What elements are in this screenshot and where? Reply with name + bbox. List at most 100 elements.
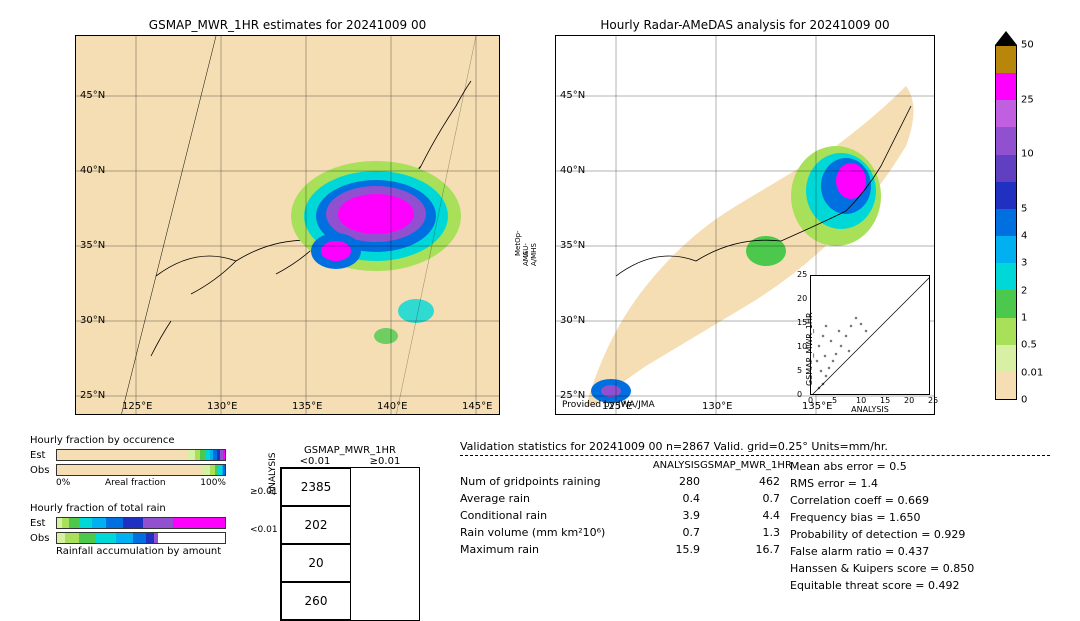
stat-v1: 15.9 (630, 543, 700, 556)
bar-segment (57, 533, 65, 543)
xtick: 125°E (122, 401, 152, 412)
ct-cell-11: 260 (281, 582, 351, 620)
colorbar-swatch (996, 236, 1016, 263)
bar-row-label: Obs (30, 465, 56, 476)
bar-row-label: Obs (30, 533, 56, 544)
bar-row: Est (30, 448, 226, 462)
map-right-title: Hourly Radar-AMeDAS analysis for 2024100… (556, 18, 934, 32)
ytick: 25°N (560, 390, 585, 401)
stats-hdr-2: GSMAP_MWR_1HR (700, 460, 780, 471)
bar-segment (154, 533, 157, 543)
occ-axis-0: 0% (56, 478, 70, 488)
metric-row: RMS error = 1.4 (790, 477, 1050, 490)
ytick: 40°N (80, 165, 105, 176)
bar-row-label: Est (30, 518, 56, 529)
colorbar-tick: 4 (1021, 231, 1027, 242)
validation-stats: Validation statistics for 20241009 00 n=… (460, 440, 1060, 596)
bar-segment (146, 533, 154, 543)
ytick: 45°N (80, 90, 105, 101)
occ-axis-1: Areal fraction (105, 478, 166, 488)
ct-col-1: ≥0.01 (350, 456, 420, 467)
stat-v2: 1.3 (700, 526, 780, 539)
bar-segment (65, 533, 78, 543)
colorbar-swatch (996, 345, 1016, 372)
stat-v1: 0.7 (630, 526, 700, 539)
colorbar-tick: 0.01 (1021, 367, 1043, 378)
bar-segment (92, 518, 105, 528)
colorbar-tick: 5 (1021, 203, 1027, 214)
stats-divider (460, 455, 1050, 456)
bar-segment (173, 518, 225, 528)
stat-v2: 16.7 (700, 543, 780, 556)
scatter-xtick: 0 (808, 396, 813, 405)
bar (56, 532, 226, 544)
bar-segment (57, 450, 188, 460)
stat-label: Num of gridpoints raining (460, 475, 630, 488)
bar-segment (223, 465, 225, 475)
colorbar-swatch (996, 290, 1016, 317)
metric-row: Hanssen & Kuipers score = 0.850 (790, 562, 1050, 575)
stats-hdr-1: ANALYSIS (630, 460, 700, 471)
stat-row: Maximum rain15.916.7 (460, 543, 790, 556)
bar-segment (96, 533, 116, 543)
bar-row-label: Est (30, 450, 56, 461)
bar-row: Est (30, 516, 226, 530)
ytick: 35°N (560, 240, 585, 251)
stat-v1: 280 (630, 475, 700, 488)
map-left-svg (76, 36, 499, 414)
ytick: 30°N (560, 315, 585, 326)
scatter-xtick: 25 (928, 396, 938, 405)
bar-segment (69, 518, 79, 528)
xtick: 125°E (602, 401, 632, 412)
xtick: 145°E (462, 401, 492, 412)
stat-label: Rain volume (mm km²10⁶) (460, 526, 630, 539)
scatter-xtick: 20 (904, 396, 914, 405)
occ-title: Hourly fraction by occurence (30, 435, 226, 446)
ct-col-0: <0.01 (280, 456, 350, 467)
scatter-ytick: 20 (797, 294, 807, 303)
bar-segment (133, 533, 146, 543)
scatter-xlabel: ANALYSIS (811, 405, 929, 414)
ytick: 45°N (560, 90, 585, 101)
map-left: GSMAP_MWR_1HR estimates for 20241009 00 … (75, 35, 500, 415)
colorbar-tick: 25 (1021, 94, 1034, 105)
bar-row: Obs (30, 531, 226, 545)
xtick: 130°E (702, 401, 732, 412)
colorbar-swatch (996, 46, 1016, 73)
bar-segment (79, 518, 92, 528)
metric-row: Frequency bias = 1.650 (790, 511, 1050, 524)
tr-footer: Rainfall accumulation by amount (56, 546, 226, 557)
bar-segment (57, 465, 201, 475)
stats-title: Validation statistics for 20241009 00 n=… (460, 440, 1060, 453)
stat-v1: 3.9 (630, 509, 700, 522)
colorbar-tick: 50 (1021, 40, 1034, 51)
occurrence-bars: Hourly fraction by occurence Est Obs 0% A… (30, 435, 226, 488)
bar-segment (188, 450, 195, 460)
stat-v1: 0.4 (630, 492, 700, 505)
scatter-xtick: 5 (832, 396, 837, 405)
contingency-table: GSMAP_MWR_1HR <0.01 ≥0.01 2385 202 20 26… (280, 445, 420, 621)
scatter-ytick: 15 (797, 318, 807, 327)
scatter-ytick: 5 (797, 366, 802, 375)
stat-v2: 462 (700, 475, 780, 488)
metric-row: Correlation coeff = 0.669 (790, 494, 1050, 507)
colorbar-tick: 0 (1021, 395, 1027, 406)
scatter-svg (811, 276, 929, 394)
colorbar-swatch (996, 209, 1016, 236)
colorbar-tick: 0.5 (1021, 340, 1037, 351)
colorbar-swatch (996, 372, 1016, 399)
colorbar (995, 45, 1017, 400)
metric-row: Equitable threat score = 0.492 (790, 579, 1050, 592)
bar-segment (143, 518, 173, 528)
swath-label-2: AMSU-A/MHS (522, 243, 538, 266)
ct-cell-10: 20 (281, 544, 351, 582)
colorbar-tick: 10 (1021, 149, 1034, 160)
bar-segment (62, 518, 69, 528)
colorbar-swatch (996, 318, 1016, 345)
xtick: 135°E (292, 401, 322, 412)
bar-segment (123, 518, 143, 528)
stat-row: Conditional rain3.94.4 (460, 509, 790, 522)
ct-row-0: ≥0.01 (250, 487, 278, 497)
stat-row: Num of gridpoints raining280462 (460, 475, 790, 488)
ct-row-1: <0.01 (250, 525, 278, 535)
